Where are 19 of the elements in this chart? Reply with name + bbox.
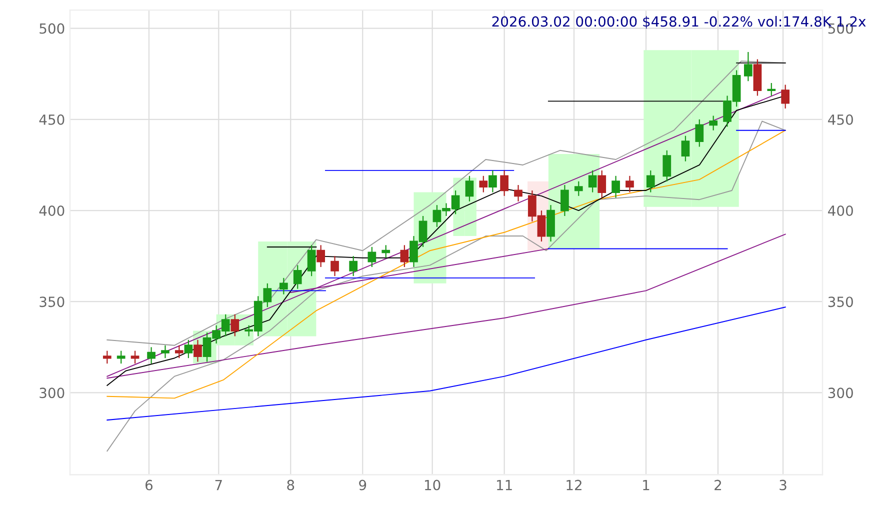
y-tick-label: 350 <box>40 296 64 308</box>
y-tick-label: 450 <box>39 114 64 125</box>
x-tick-label: 8 <box>287 480 294 490</box>
y2-tick-label: 300 <box>828 388 853 398</box>
x-tick-label: 1 <box>643 480 650 490</box>
y-tick-label: 300 <box>40 388 64 398</box>
x-tick-label: 10 <box>425 480 440 490</box>
y-tick-label: 400 <box>39 205 64 216</box>
y2-tick-label: 450 <box>828 114 853 125</box>
y2-tick-label: 350 <box>828 296 853 308</box>
y-tick-label: 500 <box>40 23 64 34</box>
y2-tick-label: 400 <box>828 205 853 216</box>
x-tick-label: 12 <box>566 480 582 490</box>
x-tick-label: 3 <box>780 480 786 490</box>
x-tick-label: 11 <box>497 480 512 490</box>
x-tick-label: 9 <box>359 480 366 490</box>
x-tick-label: 6 <box>146 480 153 490</box>
x-tick-label: 2 <box>714 480 722 490</box>
x-tick-label: 7 <box>215 480 222 490</box>
